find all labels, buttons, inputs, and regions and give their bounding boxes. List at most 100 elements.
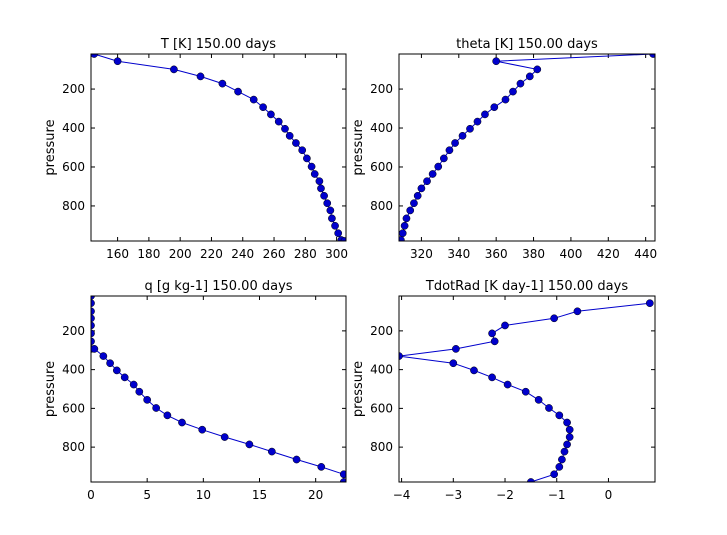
axes-frame bbox=[398, 295, 656, 483]
data-point bbox=[320, 191, 328, 200]
series bbox=[399, 299, 654, 482]
y-tick-label: 800 bbox=[370, 440, 393, 454]
y-tick-label: 200 bbox=[62, 324, 85, 338]
data-point bbox=[323, 199, 332, 208]
data-point bbox=[129, 380, 138, 389]
data-point bbox=[492, 57, 501, 66]
data-point bbox=[249, 95, 258, 104]
data-point bbox=[555, 463, 564, 471]
y-tick-label: 200 bbox=[370, 82, 393, 96]
data-point bbox=[434, 162, 443, 171]
data-point bbox=[298, 146, 307, 155]
x-tick-label: 440 bbox=[634, 247, 657, 261]
data-point bbox=[410, 199, 418, 208]
x-tick-label: 20 bbox=[308, 488, 323, 502]
data-point bbox=[99, 352, 108, 360]
data-point bbox=[315, 177, 324, 186]
data-point bbox=[120, 373, 129, 382]
data-point bbox=[445, 146, 454, 155]
x-tick-label: 0 bbox=[605, 488, 613, 502]
data-point bbox=[466, 124, 474, 133]
y-tick-label: 600 bbox=[370, 160, 393, 174]
subplot-3: q [g kg-1] 150.00 days pressure 0 5 10 15 20 20… bbox=[43, 279, 347, 502]
data-point bbox=[292, 139, 300, 147]
y-axis-label: pressure bbox=[43, 119, 58, 175]
data-point bbox=[399, 352, 403, 360]
data-point bbox=[135, 387, 144, 396]
x-tick-label: −3 bbox=[444, 488, 462, 502]
y-tick-label: 400 bbox=[370, 363, 393, 377]
data-point bbox=[303, 154, 311, 163]
x-tick-label: 380 bbox=[522, 247, 545, 261]
data-point bbox=[555, 411, 564, 420]
data-point bbox=[423, 177, 431, 186]
data-point bbox=[339, 470, 346, 479]
data-point bbox=[152, 404, 161, 412]
data-point bbox=[428, 170, 437, 178]
data-point bbox=[563, 440, 571, 449]
y-tick-label: 200 bbox=[62, 82, 85, 96]
data-point bbox=[245, 440, 254, 449]
subplot-1: T [K] 150.00 days pressure 160 180 200 220 240… bbox=[43, 37, 348, 261]
x-tick-label: 240 bbox=[231, 247, 254, 261]
data-point bbox=[490, 337, 499, 346]
data-point bbox=[163, 411, 172, 420]
series bbox=[399, 54, 655, 241]
data-point bbox=[645, 299, 654, 308]
y-axis-label: pressure bbox=[351, 361, 366, 417]
data-point bbox=[91, 345, 99, 353]
y-tick-label: 800 bbox=[62, 199, 85, 213]
y-tick-label: 600 bbox=[62, 160, 85, 174]
data-point bbox=[106, 359, 114, 368]
x-tick-label: −2 bbox=[496, 488, 514, 502]
data-point bbox=[565, 425, 574, 434]
y-axis-label: pressure bbox=[43, 361, 58, 417]
data-point bbox=[399, 229, 407, 238]
y-tick-label: 400 bbox=[62, 121, 85, 135]
data-point bbox=[334, 229, 343, 238]
data-point bbox=[501, 321, 509, 330]
data-point bbox=[490, 103, 499, 112]
y-tick-label: 800 bbox=[370, 199, 393, 213]
data-point bbox=[473, 117, 482, 126]
data-point bbox=[503, 380, 512, 389]
data-point bbox=[501, 95, 510, 104]
subplot-title: TdotRad [K day-1] 150.00 days bbox=[425, 279, 628, 294]
x-tick-label: 15 bbox=[252, 488, 267, 502]
subplot-title: T [K] 150.00 days bbox=[160, 37, 276, 52]
data-point bbox=[573, 307, 582, 316]
x-tick-label: 0 bbox=[87, 488, 95, 502]
subplot-title: theta [K] 150.00 days bbox=[456, 37, 598, 52]
data-point bbox=[274, 117, 283, 126]
axes-frame bbox=[90, 295, 347, 483]
axes-frame bbox=[90, 53, 347, 242]
x-tick-label: 420 bbox=[597, 247, 620, 261]
subplot-2: theta [K] 150.00 days pressure 320 340 360 38… bbox=[351, 37, 657, 261]
series bbox=[91, 54, 346, 241]
data-point bbox=[113, 57, 122, 66]
x-tick-label: 180 bbox=[137, 247, 160, 261]
y-tick-label: 800 bbox=[62, 440, 85, 454]
data-point bbox=[267, 110, 275, 119]
x-tick-label: 300 bbox=[325, 247, 348, 261]
data-point bbox=[558, 455, 566, 464]
data-point bbox=[310, 170, 319, 178]
data-point bbox=[560, 447, 569, 456]
data-point bbox=[317, 463, 326, 471]
data-point bbox=[509, 87, 517, 96]
data-point bbox=[417, 184, 426, 193]
subplot-4: TdotRad [K day-1] 150.00 days pressure −4 −… bbox=[351, 279, 656, 502]
data-point bbox=[292, 455, 301, 464]
x-tick-label: 260 bbox=[263, 247, 286, 261]
data-point bbox=[399, 236, 405, 241]
data-point bbox=[488, 329, 496, 338]
data-point bbox=[458, 131, 467, 140]
data-point bbox=[481, 110, 489, 119]
x-tick-label: 200 bbox=[169, 247, 192, 261]
data-point bbox=[521, 387, 530, 396]
data-point bbox=[452, 345, 460, 353]
x-tick-label: 400 bbox=[559, 247, 582, 261]
